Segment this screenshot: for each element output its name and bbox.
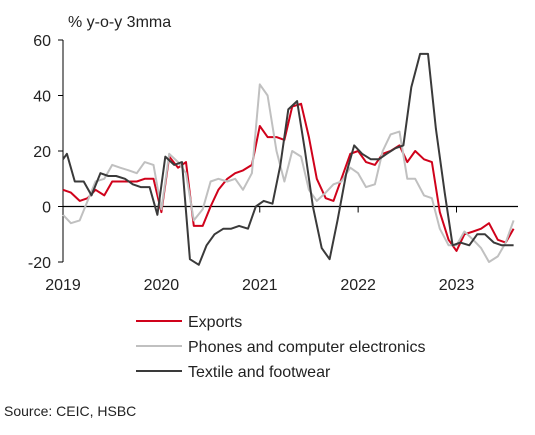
chart-legend: Exports Phones and computer electronics Te… — [136, 314, 425, 381]
y-axis-title: % y-o-y 3mma — [68, 14, 171, 31]
series-line — [62, 52, 514, 266]
y-tick-label: 20 — [33, 144, 51, 161]
legend-label: Exports — [188, 314, 242, 331]
line-chart: -20 0 20 40 60 2019 2020 2021 2022 2023 % y-o-y 3m… — [28, 14, 518, 381]
x-tick-label: 2020 — [144, 277, 180, 294]
y-tick-label: 0 — [42, 200, 51, 217]
x-tick-label: 2023 — [439, 277, 475, 294]
series-line — [62, 102, 515, 252]
y-tick-label: 40 — [33, 89, 51, 106]
chart-axes: -20 0 20 40 60 2019 2020 2021 2022 2023 % y-o-y 3m… — [28, 14, 518, 294]
source-note: Source: CEIC, HSBC — [4, 403, 137, 419]
y-tick-label: -20 — [28, 255, 51, 272]
y-tick-label: 60 — [33, 33, 51, 50]
x-tick-label: 2022 — [340, 277, 376, 294]
series-line — [62, 83, 515, 263]
x-tick-label: 2021 — [242, 277, 278, 294]
x-tick-label: 2019 — [45, 277, 81, 294]
legend-label: Textile and footwear — [188, 364, 331, 381]
legend-label: Phones and computer electronics — [188, 339, 425, 356]
chart-series — [62, 52, 515, 266]
